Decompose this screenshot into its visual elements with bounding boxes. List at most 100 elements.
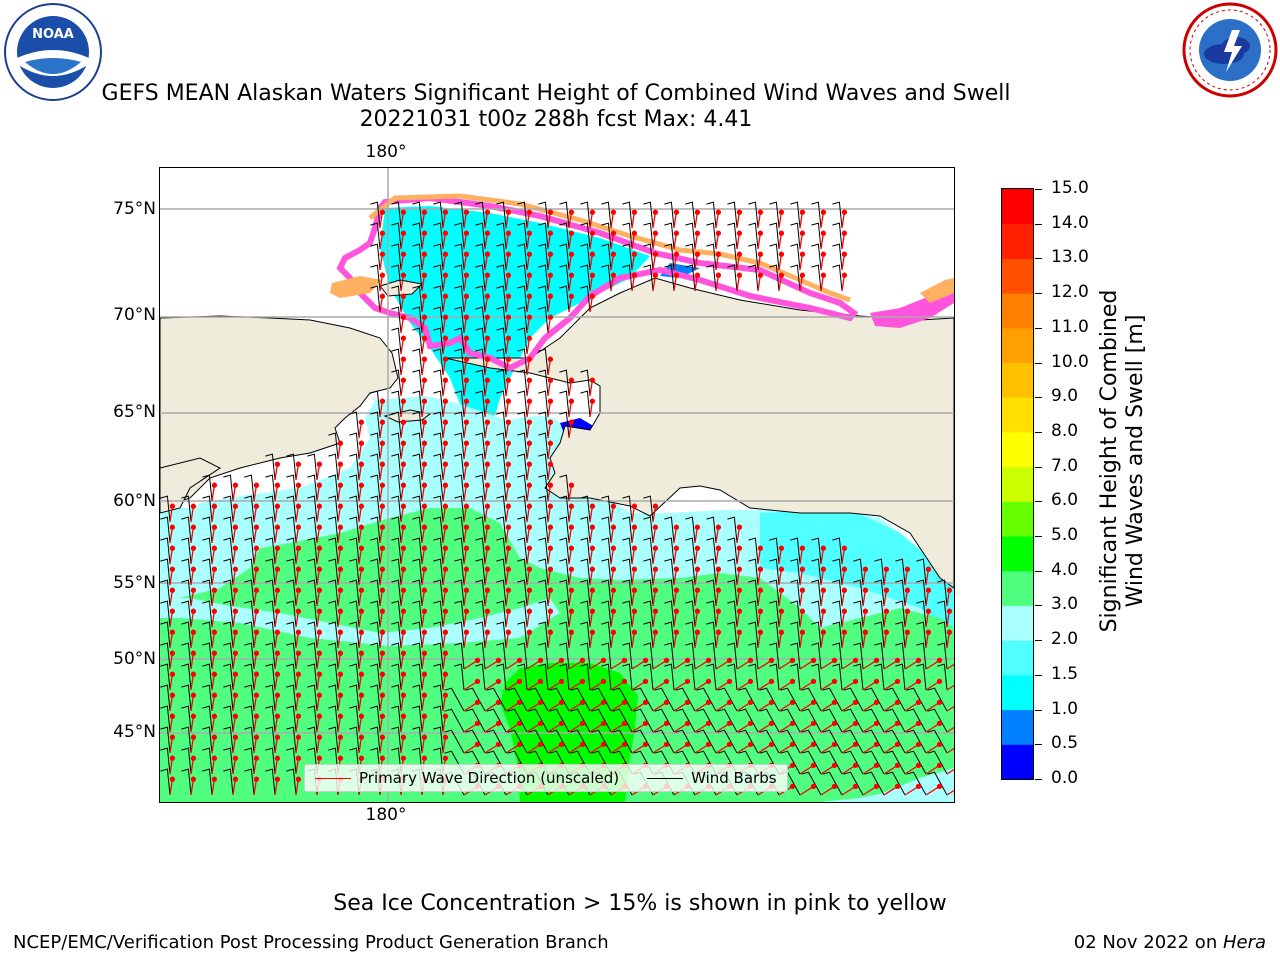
wave-arrow bbox=[211, 716, 216, 733]
wave-arrow bbox=[316, 464, 321, 481]
wind-barb bbox=[517, 243, 528, 271]
legend-wave-label: Primary Wave Direction (unscaled) bbox=[359, 769, 620, 787]
wind-barb bbox=[643, 264, 654, 292]
wave-arrow bbox=[946, 789, 954, 796]
wave-arrow bbox=[526, 464, 531, 481]
wind-barb bbox=[538, 537, 549, 565]
wave-arrow-head bbox=[652, 587, 659, 593]
wave-arrow bbox=[379, 296, 384, 313]
colorbar-swatch bbox=[1002, 640, 1033, 676]
wave-arrow-head bbox=[421, 629, 428, 635]
wave-arrow bbox=[358, 443, 363, 460]
wave-arrow bbox=[253, 590, 258, 607]
wind-barb bbox=[412, 327, 423, 355]
wave-arrow-head bbox=[736, 566, 743, 572]
wave-arrow-head bbox=[474, 741, 481, 748]
wind-barb bbox=[433, 579, 444, 607]
wave-arrow bbox=[211, 485, 216, 502]
wave-arrow bbox=[295, 695, 300, 712]
wind-barb bbox=[475, 327, 486, 355]
wave-arrow bbox=[736, 233, 741, 250]
wave-arrow bbox=[715, 212, 720, 229]
wave-arrow bbox=[799, 611, 804, 628]
wind-barb bbox=[864, 729, 885, 754]
wind-barb bbox=[559, 642, 570, 670]
wave-arrow bbox=[862, 764, 877, 775]
wind-barb bbox=[727, 201, 738, 229]
wave-arrow bbox=[589, 548, 594, 565]
wave-arrow-head bbox=[820, 209, 827, 215]
wave-arrow-head bbox=[337, 461, 344, 467]
wave-arrow-head bbox=[505, 293, 512, 299]
wave-arrow-head bbox=[484, 629, 491, 635]
wave-arrow-head bbox=[379, 209, 386, 215]
wave-arrow-head bbox=[736, 272, 743, 278]
wave-arrow bbox=[568, 701, 583, 712]
wave-arrow bbox=[673, 548, 678, 565]
wind-barb bbox=[570, 729, 591, 754]
wave-arrow-head bbox=[810, 720, 817, 727]
wave-arrow-head bbox=[190, 755, 197, 761]
wind-barb bbox=[538, 474, 549, 502]
wind-barb bbox=[780, 687, 801, 712]
wind-barb bbox=[454, 495, 465, 523]
wave-arrow-head bbox=[894, 783, 901, 790]
wind-barb bbox=[433, 684, 444, 712]
wave-arrow bbox=[757, 701, 772, 712]
wave-arrow-head bbox=[673, 608, 680, 614]
wave-arrow bbox=[190, 548, 195, 565]
wave-arrow bbox=[442, 359, 447, 376]
wave-arrow-head bbox=[516, 741, 523, 748]
wave-arrow-head bbox=[589, 377, 596, 383]
wave-arrow bbox=[715, 254, 720, 271]
wind-barb bbox=[349, 516, 360, 544]
wind-barb bbox=[202, 621, 213, 649]
wind-barb bbox=[307, 516, 318, 544]
wave-arrow-head bbox=[358, 650, 365, 656]
wave-arrow bbox=[526, 443, 531, 460]
wave-arrow bbox=[715, 590, 720, 607]
wind-barb bbox=[916, 642, 927, 670]
wave-arrow bbox=[379, 275, 384, 292]
wave-arrow-head bbox=[894, 762, 901, 769]
wave-arrow bbox=[337, 632, 342, 649]
wind-barb bbox=[391, 432, 402, 460]
wave-arrow-head bbox=[715, 566, 722, 572]
wave-arrow bbox=[400, 464, 405, 481]
wind-barb bbox=[559, 222, 570, 250]
wave-arrow-head bbox=[400, 713, 407, 719]
wave-arrow bbox=[736, 680, 751, 691]
wave-arrow-head bbox=[589, 398, 596, 404]
wave-arrow-head bbox=[516, 699, 523, 706]
wave-arrow-head bbox=[316, 629, 323, 635]
wind-barb bbox=[160, 663, 171, 691]
wave-arrow-head bbox=[883, 566, 890, 572]
nws-logo bbox=[1180, 0, 1280, 100]
wave-arrow bbox=[757, 611, 762, 628]
wave-arrow bbox=[820, 212, 825, 229]
wind-barb bbox=[559, 285, 570, 313]
wave-arrow-head bbox=[274, 776, 281, 782]
wind-barb bbox=[927, 750, 948, 775]
wind-barb bbox=[349, 684, 360, 712]
wind-barb bbox=[475, 264, 486, 292]
wave-arrow-head bbox=[726, 657, 733, 664]
wind-barb bbox=[433, 306, 444, 334]
wave-arrow-head bbox=[421, 209, 428, 215]
wave-arrow-head bbox=[894, 678, 901, 685]
wave-arrow-head bbox=[852, 699, 859, 706]
wave-arrow bbox=[295, 485, 300, 502]
wave-arrow-head bbox=[673, 524, 680, 530]
wave-arrow bbox=[673, 743, 688, 754]
wind-barb bbox=[391, 327, 402, 355]
wind-barb bbox=[727, 642, 738, 670]
wave-arrow-head bbox=[852, 741, 859, 748]
wave-arrow-head bbox=[274, 524, 281, 530]
colorbar-tick-mark bbox=[1035, 709, 1042, 711]
colorbar-tick-label: 9.0 bbox=[1051, 386, 1079, 407]
wind-barb bbox=[223, 642, 234, 670]
wind-barb bbox=[580, 390, 591, 418]
wave-arrow-head bbox=[568, 545, 575, 551]
wave-arrow-head bbox=[558, 678, 565, 685]
wave-arrow bbox=[442, 716, 447, 733]
